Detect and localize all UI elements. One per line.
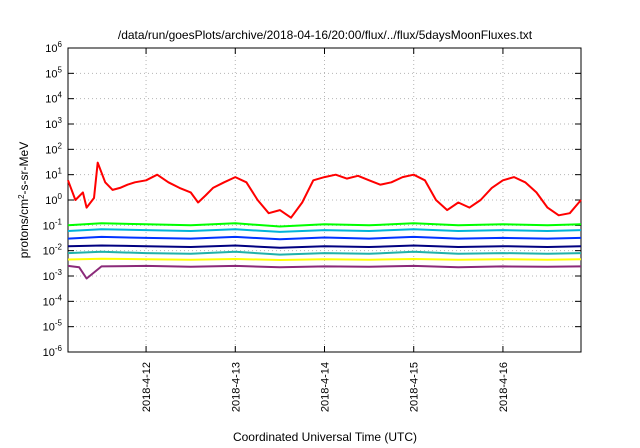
y-tick-exponent: -3	[55, 268, 63, 277]
plot-grid	[68, 48, 581, 352]
x-tick-label: 2018-4-13	[230, 362, 242, 412]
series-line-3	[67, 228, 582, 233]
y-tick-exponent: -2	[55, 243, 63, 252]
chart-title: /data/run/goesPlots/archive/2018-04-16/2…	[118, 28, 533, 42]
y-tick-label: 10-3	[43, 268, 63, 283]
x-tick-label: 2018-4-16	[498, 362, 510, 412]
y-tick-base: 10	[45, 94, 57, 106]
y-tick-label: 10-4	[43, 293, 63, 308]
x-tick-label: 2018-4-14	[320, 362, 332, 412]
x-axis-ticks: 2018-4-12 2018-4-13 2018-4-14 2018-4-15 2018…	[141, 48, 510, 412]
y-tick-exponent: 3	[58, 116, 63, 125]
x-tick-label: 2018-4-15	[409, 362, 421, 412]
y-tick-label: 103	[45, 116, 62, 131]
y-tick-exponent: 2	[58, 141, 63, 150]
series-line-5	[67, 244, 582, 249]
y-tick-label: 10-1	[43, 217, 63, 232]
series-line-6	[67, 250, 582, 256]
y-tick-base: 10	[43, 271, 55, 283]
series-lines	[67, 161, 582, 280]
series-line-4	[67, 235, 582, 241]
y-tick-exponent: -6	[55, 344, 63, 353]
series-line-2	[67, 222, 582, 228]
y-tick-exponent: 4	[58, 91, 63, 100]
y-tick-base: 10	[43, 246, 55, 258]
y-axis-label: protons/cm2-s-sr-MeV	[17, 142, 32, 258]
y-tick-label: 10-5	[43, 319, 63, 334]
y-tick-label: 106	[45, 40, 62, 55]
y-tick-label: 101	[45, 167, 62, 182]
y-tick-exponent: 1	[58, 167, 63, 176]
y-tick-exponent: 6	[58, 40, 63, 49]
y-tick-label: 104	[45, 91, 62, 106]
y-tick-base: 10	[45, 144, 57, 156]
y-tick-label: 10-6	[43, 344, 63, 359]
y-tick-exponent: 5	[58, 65, 63, 74]
y-tick-base: 10	[45, 119, 57, 131]
series-line-7	[67, 257, 582, 261]
y-tick-label: 10-2	[43, 243, 63, 258]
y-tick-exponent: -4	[55, 293, 63, 302]
y-tick-label: 102	[45, 141, 62, 156]
y-axis-ticks: 10610510410310210110010-110-210-310-410-…	[43, 40, 581, 359]
y-tick-base: 10	[45, 195, 57, 207]
y-tick-base: 10	[45, 43, 57, 55]
y-axis-label-rest: -s-sr-MeV	[17, 142, 31, 195]
y-axis-label-sup: 2	[17, 194, 26, 199]
y-tick-base: 10	[43, 347, 55, 359]
y-tick-label: 100	[45, 192, 62, 207]
y-tick-base: 10	[43, 322, 55, 334]
y-tick-base: 10	[43, 296, 55, 308]
y-tick-base: 10	[45, 170, 57, 182]
y-tick-exponent: -5	[55, 319, 63, 328]
y-axis-label-main: protons/cm	[17, 199, 31, 258]
series-line-8	[67, 264, 582, 280]
y-tick-exponent: 0	[58, 192, 63, 201]
y-tick-base: 10	[45, 68, 57, 80]
x-axis-label: Coordinated Universal Time (UTC)	[233, 430, 417, 444]
series-line-1	[67, 161, 582, 219]
y-tick-base: 10	[43, 220, 55, 232]
y-tick-exponent: -1	[55, 217, 63, 226]
x-tick-label: 2018-4-12	[141, 362, 153, 412]
y-tick-label: 105	[45, 65, 62, 80]
